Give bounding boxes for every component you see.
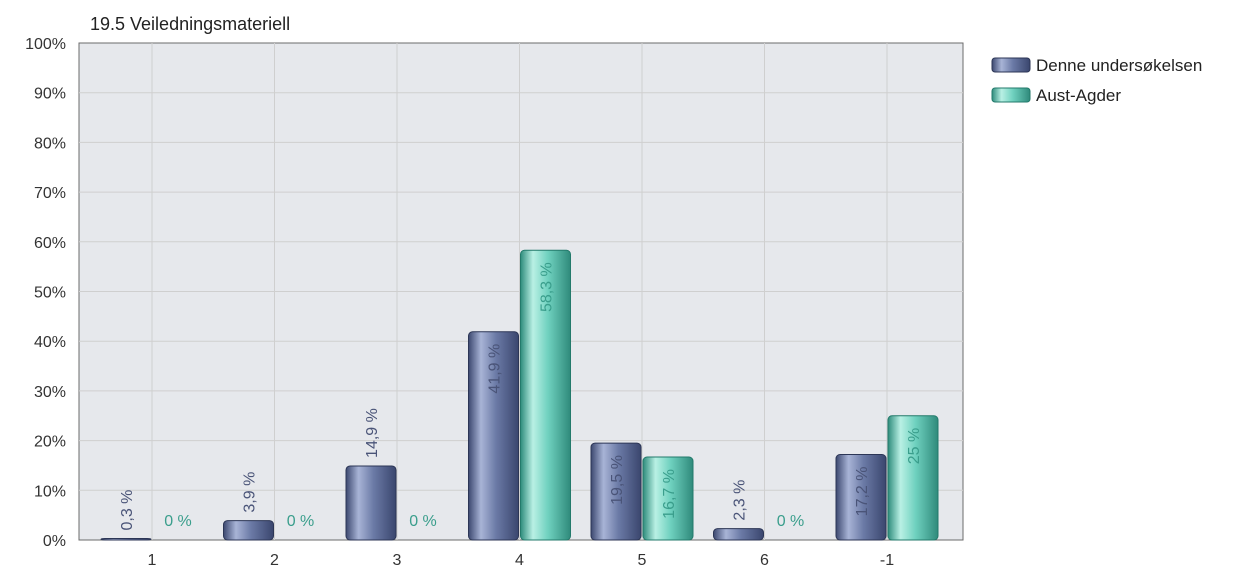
bar-aust-agder — [520, 249, 571, 541]
grid-lines — [79, 43, 963, 540]
x-tick-label: 5 — [638, 552, 647, 569]
data-label: 0 % — [287, 513, 315, 530]
data-label: 19,5 % — [609, 455, 626, 505]
data-label: 41,9 % — [487, 344, 504, 394]
y-tick-label: 30% — [34, 384, 66, 401]
bar-aust-agder — [887, 415, 939, 541]
y-tick-label: 10% — [34, 483, 66, 500]
chart-title: 19.5 Veiledningsmateriell — [90, 14, 290, 34]
y-tick-label: 40% — [34, 334, 66, 351]
bar-denne — [713, 528, 764, 541]
axis-labels: 0% 10% 20% 30% 40% 50% 60% 70% 80% 90% 100% 1 2 3 4 5 6 -… — [25, 36, 894, 569]
bar-aust-agder — [642, 456, 694, 541]
data-label: 2,3 % — [732, 480, 749, 521]
legend: Denne undersøkelsen Aust-Agder — [991, 56, 1202, 105]
data-label: 3,9 % — [242, 472, 259, 513]
x-tick-label: 4 — [515, 552, 524, 569]
data-label: 0,3 % — [119, 490, 136, 531]
x-tick-label: 6 — [760, 552, 769, 569]
data-label: 25 % — [906, 428, 923, 464]
y-tick-label: 70% — [34, 185, 66, 202]
data-label: 17,2 % — [854, 467, 871, 517]
y-tick-label: 20% — [34, 434, 66, 451]
y-tick-label: 0% — [43, 533, 66, 550]
legend-label: Aust-Agder — [1036, 86, 1121, 105]
y-tick-label: 60% — [34, 235, 66, 252]
legend-label: Denne undersøkelsen — [1036, 56, 1202, 75]
y-tick-label: 100% — [25, 36, 66, 53]
data-labels: 0,3 % 3,9 % 14,9 % 41,9 % 19,5 % 2,3 % 17,2 % 0… — [119, 262, 923, 530]
bar-denne — [223, 520, 274, 541]
y-tick-label: 50% — [34, 285, 66, 302]
legend-swatch — [991, 87, 1031, 103]
bars — [100, 249, 939, 541]
data-label: 0 % — [164, 513, 192, 530]
bar-denne — [345, 465, 397, 541]
data-label: 16,7 % — [661, 469, 678, 519]
data-label: 14,9 % — [364, 408, 381, 458]
bar-denne — [835, 454, 887, 541]
data-label: 58,3 % — [539, 262, 556, 312]
x-tick-label: 2 — [270, 552, 279, 569]
x-tick-label: -1 — [880, 552, 894, 569]
bar-denne — [590, 442, 642, 541]
y-tick-label: 80% — [34, 135, 66, 152]
bar-denne — [468, 331, 519, 541]
x-tick-label: 3 — [393, 552, 402, 569]
data-label: 0 % — [409, 513, 437, 530]
legend-swatch — [991, 57, 1031, 73]
x-tick-label: 1 — [148, 552, 157, 569]
bar-denne — [100, 538, 152, 541]
data-label: 0 % — [777, 513, 805, 530]
y-tick-label: 90% — [34, 86, 66, 103]
